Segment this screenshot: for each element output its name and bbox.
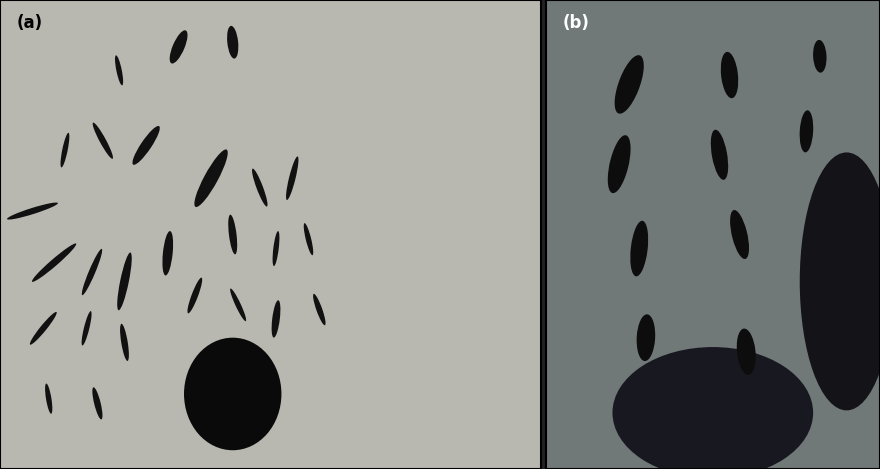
Text: (a): (a) (16, 14, 42, 32)
Ellipse shape (721, 52, 738, 98)
Ellipse shape (82, 249, 102, 295)
Ellipse shape (92, 387, 102, 419)
Ellipse shape (730, 210, 749, 259)
Ellipse shape (737, 329, 756, 375)
Ellipse shape (231, 288, 246, 321)
Ellipse shape (7, 203, 58, 219)
Ellipse shape (184, 338, 282, 450)
Ellipse shape (194, 150, 228, 207)
Ellipse shape (800, 110, 813, 152)
Ellipse shape (252, 169, 268, 206)
Ellipse shape (61, 133, 70, 167)
Ellipse shape (82, 311, 92, 346)
Ellipse shape (286, 157, 298, 200)
Ellipse shape (32, 243, 77, 282)
Ellipse shape (170, 30, 187, 63)
Ellipse shape (813, 40, 826, 73)
Ellipse shape (115, 55, 123, 85)
Ellipse shape (614, 55, 644, 113)
Ellipse shape (227, 26, 238, 59)
Ellipse shape (30, 312, 56, 345)
Ellipse shape (636, 314, 656, 361)
Ellipse shape (187, 278, 202, 313)
Ellipse shape (92, 122, 113, 159)
Ellipse shape (630, 221, 649, 276)
Ellipse shape (120, 324, 128, 361)
Ellipse shape (133, 126, 160, 165)
Ellipse shape (711, 130, 728, 180)
Ellipse shape (273, 231, 280, 266)
Ellipse shape (612, 347, 813, 469)
Ellipse shape (313, 294, 326, 325)
Ellipse shape (201, 353, 211, 388)
Ellipse shape (163, 231, 173, 275)
Ellipse shape (240, 363, 247, 396)
Text: (b): (b) (562, 14, 590, 32)
Ellipse shape (117, 252, 132, 310)
Ellipse shape (45, 384, 52, 414)
Ellipse shape (272, 300, 281, 338)
Ellipse shape (228, 215, 238, 254)
Ellipse shape (608, 135, 631, 193)
Ellipse shape (304, 223, 313, 255)
Ellipse shape (800, 152, 880, 410)
